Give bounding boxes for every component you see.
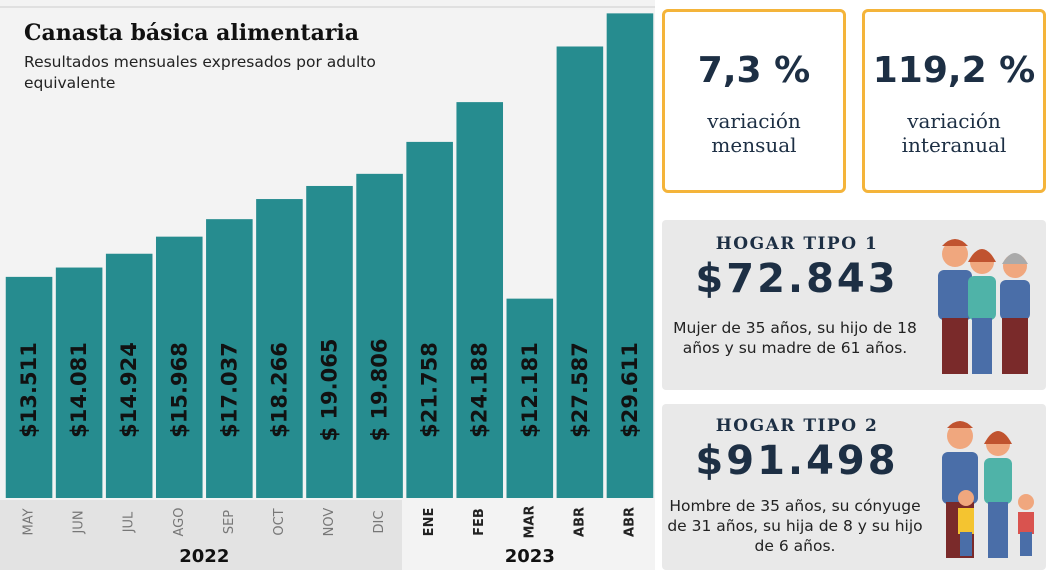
value-label: $29.611 — [618, 342, 642, 438]
value-label: $24.188 — [468, 342, 492, 438]
value-label: $14.924 — [117, 342, 141, 438]
household-amount: $91.498 — [662, 438, 932, 484]
kpi-label: variación mensual — [679, 109, 829, 157]
page: {"chart_data": {"type": "bar", "title": … — [0, 0, 1046, 570]
kpi-card: 119,2 % variación interanual — [862, 9, 1046, 193]
value-label: $ 19.806 — [368, 339, 392, 442]
x-tick-label: FEB — [472, 508, 487, 536]
value-label: $27.587 — [568, 342, 592, 438]
x-tick-label: ABR — [622, 507, 637, 537]
kpi-value: 119,2 % — [865, 50, 1043, 91]
household-title: HOGAR TIPO 2 — [662, 416, 932, 436]
chart-title: Canasta básica alimentaria — [24, 20, 359, 46]
x-tick-label: JUN — [72, 510, 87, 534]
year-label: 2022 — [179, 546, 229, 567]
bar — [406, 142, 453, 498]
value-label: $15.968 — [167, 342, 191, 438]
household-card: HOGAR TIPO 1 $72.843 Mujer de 35 años, s… — [662, 220, 1046, 390]
family-icon — [930, 232, 1040, 382]
family-icon — [930, 414, 1040, 564]
kpi-value: 7,3 % — [665, 50, 843, 91]
x-tick-label: AGO — [172, 508, 187, 537]
value-label: $ 19.065 — [318, 339, 342, 442]
household-title: HOGAR TIPO 1 — [662, 234, 932, 254]
value-label: $14.081 — [67, 342, 91, 438]
kpi-card: 7,3 % variación mensual — [662, 9, 846, 193]
value-label: $13.511 — [17, 342, 41, 438]
x-tick-label: NOV — [322, 508, 337, 537]
x-tick-label: DIC — [372, 511, 387, 534]
household-description: Mujer de 35 años, su hijo de 18 años y s… — [664, 318, 926, 358]
x-tick-label: JUL — [122, 511, 137, 533]
household-amount: $72.843 — [662, 256, 932, 302]
value-label: $12.181 — [518, 342, 542, 438]
bar — [356, 174, 403, 498]
chart-subtitle: Resultados mensuales expresados por adul… — [24, 52, 404, 94]
x-tick-label: SEP — [222, 510, 237, 534]
household-description: Hombre de 35 años, su cónyuge de 31 años… — [664, 496, 926, 556]
value-label: $17.037 — [217, 342, 241, 438]
x-tick-label: MAY — [22, 508, 37, 535]
kpi-label: variación interanual — [879, 109, 1029, 157]
x-tick-label: ENE — [422, 508, 437, 537]
value-label: $21.758 — [418, 342, 442, 438]
household-card: HOGAR TIPO 2 $91.498 Hombre de 35 años, … — [662, 404, 1046, 570]
x-tick-label: ABR — [572, 507, 587, 537]
x-tick-label: OCT — [272, 508, 287, 535]
x-tick-label: MAR — [522, 505, 537, 538]
value-label: $18.266 — [267, 342, 291, 438]
year-label: 2023 — [505, 546, 555, 567]
